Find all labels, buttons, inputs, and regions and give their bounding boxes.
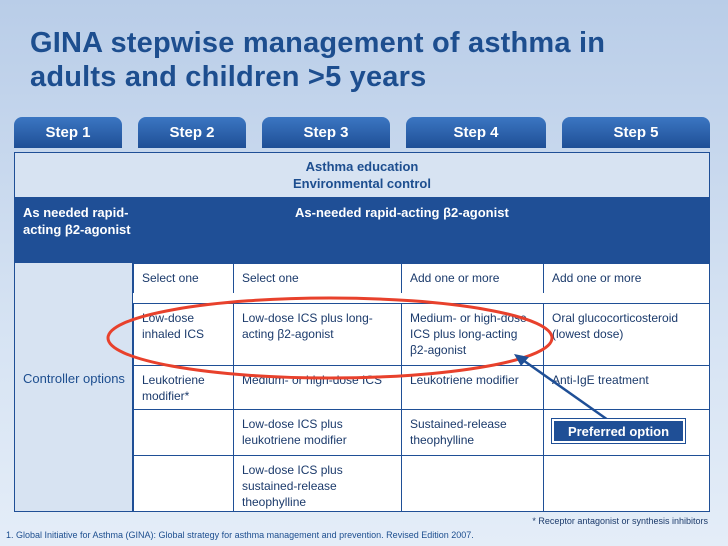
cell-r4-step3: Low-dose ICS plus sustained-release theo… (233, 455, 401, 511)
reference-citation: 1. Global Initiative for Asthma (GINA): … (6, 530, 474, 540)
header-step-5: Add one or more (543, 263, 709, 293)
cell-r1-step3: Low-dose ICS plus long-acting β2-agonist (233, 303, 401, 365)
cell-r1-step5: Oral glucocorticosteroid (lowest dose) (543, 303, 709, 365)
step-1-tab: Step 1 (14, 117, 122, 148)
cell-r3-step4: Sustained-release theophylline (401, 409, 543, 455)
slide-title-line-2: adults and children >5 years (30, 61, 427, 93)
cell-r2-step5: Anti-IgE treatment (543, 365, 709, 409)
step-4-tab: Step 4 (406, 117, 546, 148)
step-2-tab: Step 2 (138, 117, 246, 148)
reliever-text: As-needed rapid-acting β2-agonist (295, 205, 509, 220)
cell-r4-step4 (401, 455, 543, 511)
cell-r2-step3: Medium- or high-dose ICS (233, 365, 401, 409)
cell-r2-step2: Leukotriene modifier* (133, 365, 233, 409)
cell-r1-step4: Medium- or high-dose ICS plus long-actin… (401, 303, 543, 365)
step-tabs: Step 1 Step 2 Step 3 Step 4 Step 5 (14, 117, 710, 148)
header-step-4: Add one or more (401, 263, 543, 293)
cell-r3-step3: Low-dose ICS plus leukotriene modifier (233, 409, 401, 455)
cell-r4-step2 (133, 455, 233, 511)
controller-column: Controller options (15, 263, 133, 511)
footnote: * Receptor antagonist or synthesis inhib… (532, 516, 708, 526)
environment-line: Environmental control (293, 176, 431, 191)
reliever-band: As needed rapid-acting β2-agonist As-nee… (15, 197, 709, 263)
cell-r2-step4: Leukotriene modifier (401, 365, 543, 409)
education-line: Asthma education (305, 159, 419, 174)
preferred-option-label: Preferred option (552, 419, 685, 443)
cell-r1-step2: Low-dose inhaled ICS (133, 303, 233, 365)
step-5-tab: Step 5 (562, 117, 710, 148)
education-band: Asthma education Environmental control (15, 153, 709, 197)
header-step-3: Select one (233, 263, 401, 293)
controller-options-label: Controller options (23, 371, 125, 386)
cell-r4-step5 (543, 455, 709, 511)
slide-title-line-1: GINA stepwise management of asthma in (30, 27, 606, 59)
header-step-2: Select one (133, 263, 233, 293)
step1-reliever-text: As needed rapid-acting β2-agonist (23, 205, 131, 237)
treatment-table: Asthma education Environmental control A… (14, 152, 710, 512)
cell-r3-step2 (133, 409, 233, 455)
slide-title: GINA stepwise management of asthma in ad… (30, 26, 710, 94)
step-3-tab: Step 3 (262, 117, 390, 148)
